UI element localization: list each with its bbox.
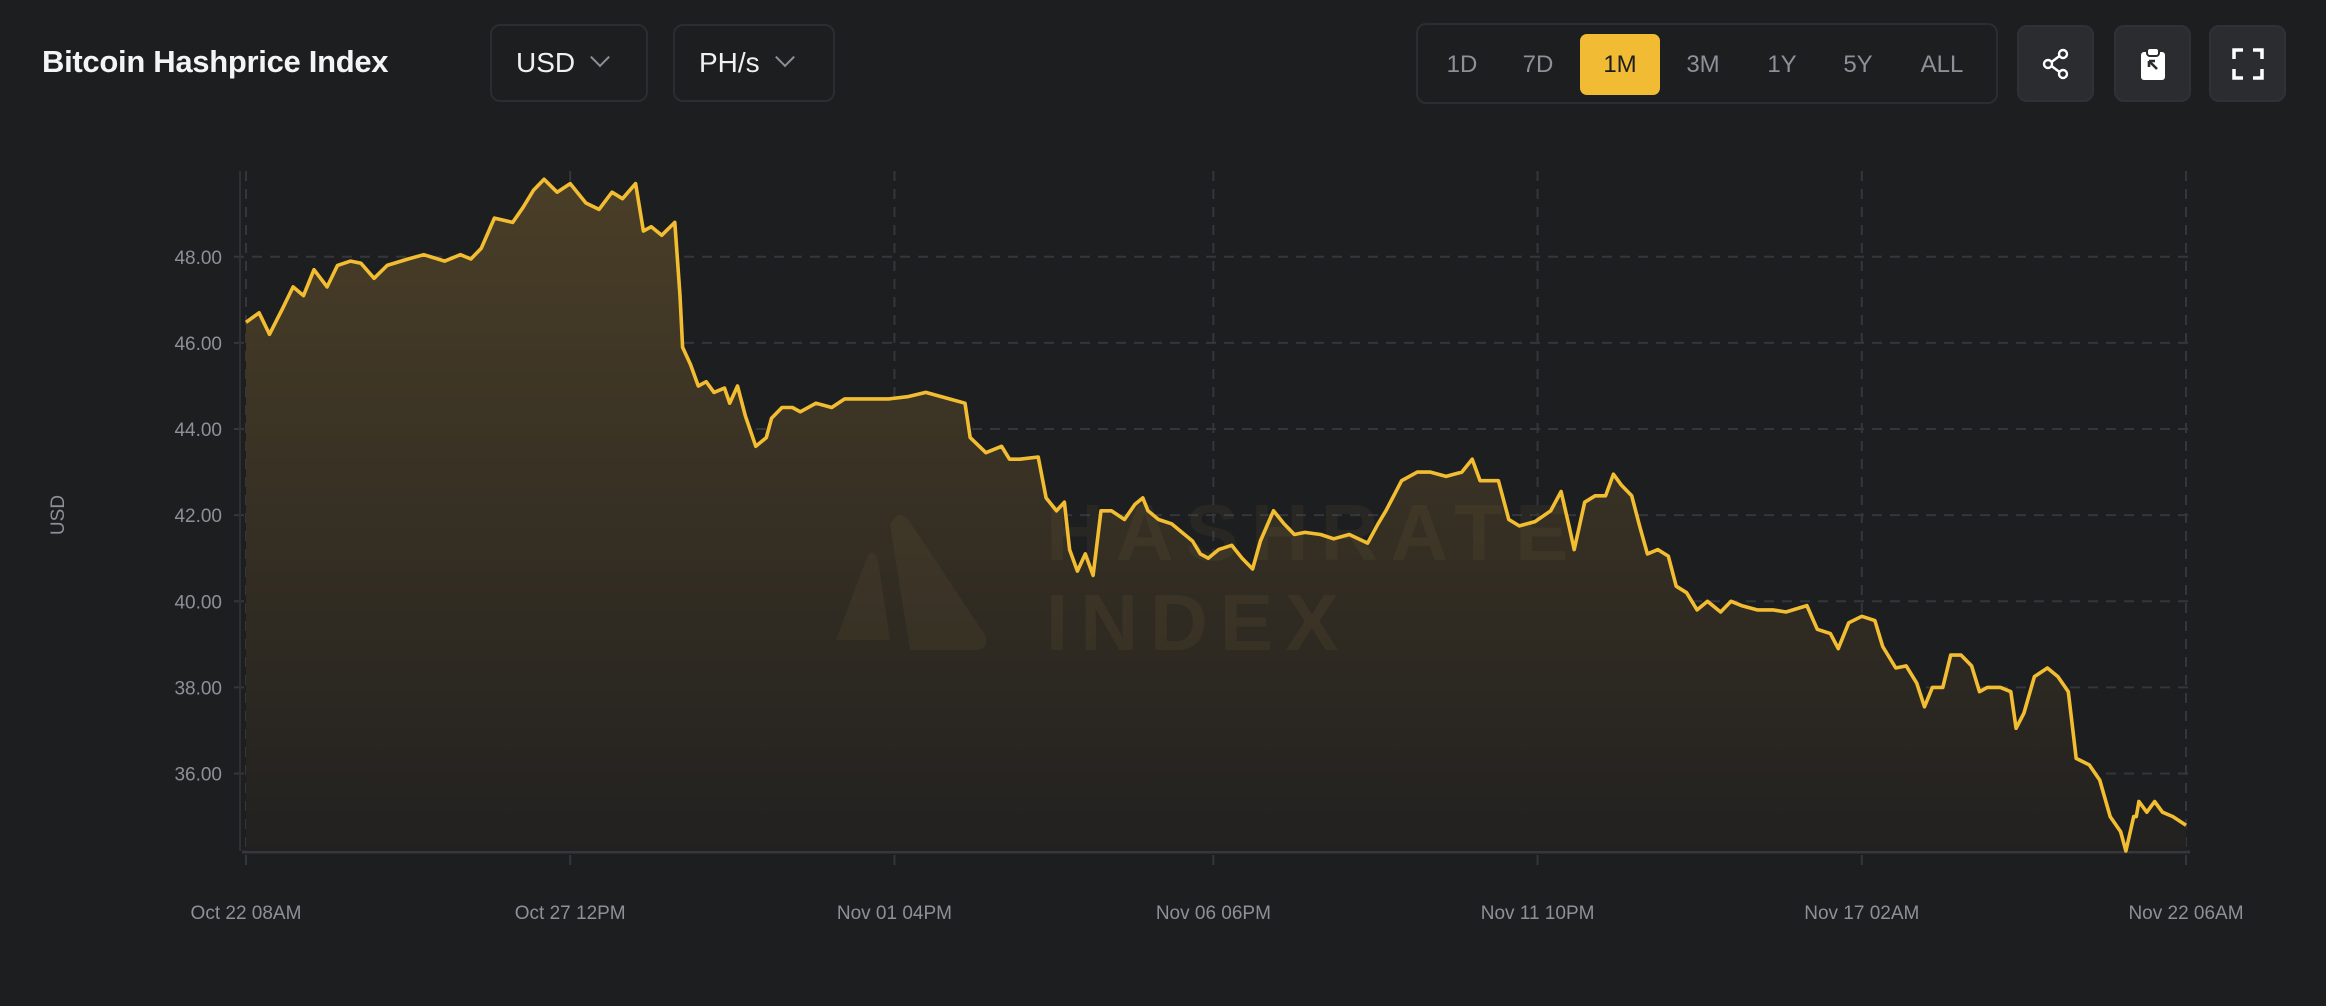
period-1y-button[interactable]: 1Y [1767,50,1797,78]
page-title: Bitcoin Hashprice Index [42,44,389,79]
period-1m-button[interactable]: 1M [1580,34,1660,95]
y-axis-label: USD [48,495,69,535]
watermark-logo [836,515,987,650]
fullscreen-button[interactable] [2209,25,2286,102]
period-1d-button[interactable]: 1D [1446,50,1478,78]
y-tick-label: 40.00 [174,592,222,613]
x-tick-label: Nov 11 10PM [1481,903,1595,924]
y-tick-label: 48.00 [174,248,222,269]
y-tick-label: 44.00 [174,420,222,441]
clipboard-icon [2140,46,2165,80]
y-tick-label: 46.00 [174,334,222,355]
hashprice-line [244,177,2187,853]
currency-select[interactable]: USD [490,24,648,102]
x-tick-label: Oct 27 12PM [515,903,626,924]
x-tick-label: Oct 22 08AM [191,903,302,924]
share-icon [2042,48,2068,79]
x-tick-label: Nov 22 06AM [2128,903,2243,924]
unit-value: PH/s [699,47,760,78]
unit-select[interactable]: PH/s [673,24,835,102]
y-tick-label: 36.00 [174,764,222,785]
x-tick-label: Nov 17 02AM [1804,903,1919,924]
currency-value: USD [516,47,576,78]
period-5y-button[interactable]: 5Y [1843,50,1873,78]
y-tick-label: 42.00 [174,506,222,527]
period-all-button[interactable]: ALL [1920,50,1964,78]
copy-to-clipboard-button[interactable] [2114,25,2191,102]
period-selector: 1D 7D 1M 3M 1Y 5Y ALL [1416,23,1998,104]
watermark-line2: INDEX [1046,578,1351,667]
share-button[interactable] [2017,25,2094,102]
area-fill [246,179,2186,852]
y-tick-label: 38.00 [174,678,222,699]
period-3m-button[interactable]: 3M [1686,50,1720,78]
x-tick-label: Nov 01 04PM [837,903,952,924]
fullscreen-icon [2231,47,2264,80]
period-7d-button[interactable]: 7D [1522,50,1554,78]
x-tick-label: Nov 06 06PM [1156,903,1271,924]
